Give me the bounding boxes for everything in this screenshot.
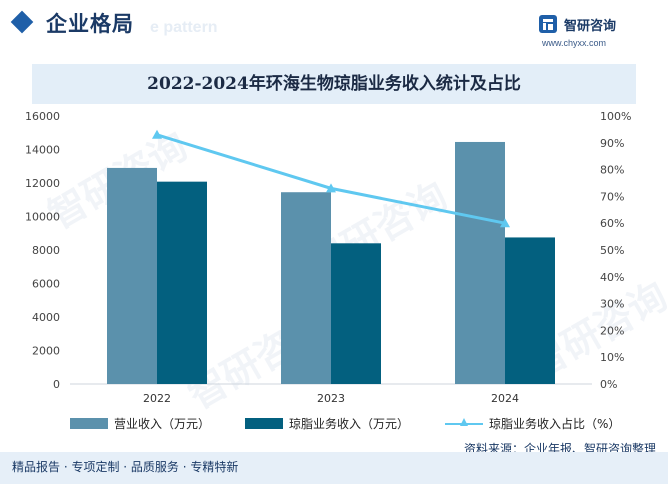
y-right-tick-label: 100% <box>600 110 631 123</box>
y-left-tick-label: 8000 <box>32 244 60 257</box>
legend-label-agar-revenue: 琼脂业务收入（万元） <box>289 417 410 431</box>
bar-agar-revenue <box>505 237 555 384</box>
line-point-agar-share <box>152 129 162 139</box>
section-header: 企业格局 e pattern 智研咨询 www.chyxx.com <box>0 0 668 52</box>
bar-revenue <box>281 192 331 384</box>
y-left-tick-label: 10000 <box>25 211 60 224</box>
y-right-tick-label: 60% <box>600 217 624 230</box>
y-left-tick-label: 2000 <box>32 345 60 358</box>
combo-chart: 0 2000 4000 6000 8000 10000 12000 14000 16000 0% 1… <box>25 110 631 405</box>
y-right-tick-label: 20% <box>600 324 624 337</box>
y-right-tick-label: 30% <box>600 298 624 311</box>
section-subtitle-ghost: e pattern <box>150 19 218 36</box>
x-tick-label: 2022 <box>143 392 171 405</box>
chart-title: 2022-2024年环海生物琼脂业务收入统计及占比 <box>147 74 521 94</box>
y-right-tick-label: 90% <box>600 137 624 150</box>
triangle-marker-icon <box>460 418 468 426</box>
footer-tagline: 精品报告 · 专项定制 · 品质服务 · 专精特新 <box>12 460 239 474</box>
y-left-tick-label: 6000 <box>32 278 60 291</box>
brand-url: www.chyxx.com <box>542 38 607 48</box>
bar-agar-revenue <box>157 181 207 384</box>
legend-swatch-revenue <box>70 418 108 429</box>
y-left-tick-label: 16000 <box>25 110 60 123</box>
x-tick-label: 2024 <box>491 392 519 405</box>
chart-title-band: 2022-2024年环海生物琼脂业务收入统计及占比 <box>32 64 636 104</box>
y-right-tick-label: 10% <box>600 351 624 364</box>
bar-revenue <box>455 141 505 384</box>
y-right-tick-label: 0% <box>600 378 617 391</box>
y-left-tick-label: 4000 <box>32 311 60 324</box>
y-right-tick-label: 80% <box>600 164 624 177</box>
bar-revenue <box>107 167 157 384</box>
y-left-tick-label: 14000 <box>25 144 60 157</box>
y-right-tick-label: 50% <box>600 244 624 257</box>
legend-label-revenue: 营业收入（万元） <box>114 417 211 431</box>
footer-bar: 精品报告 · 专项定制 · 品质服务 · 专精特新 <box>0 452 668 484</box>
chart-legend: 营业收入（万元） 琼脂业务收入（万元） 琼脂业务收入占比（%） <box>70 415 630 433</box>
line-point-agar-share <box>326 183 336 193</box>
line-point-agar-share <box>500 218 510 228</box>
zhiyan-logo-icon <box>539 15 557 33</box>
brand-block: 智研咨询 www.chyxx.com <box>538 14 648 52</box>
y-right-tick-label: 40% <box>600 271 624 284</box>
x-tick-label: 2023 <box>317 392 345 405</box>
y-left-tick-label: 12000 <box>25 177 60 190</box>
brand-name: 智研咨询 <box>564 19 617 34</box>
bar-agar-revenue <box>331 243 381 384</box>
legend-swatch-agar-revenue <box>245 418 283 429</box>
y-left-tick-label: 0 <box>53 378 60 391</box>
legend-label-agar-share: 琼脂业务收入占比（%） <box>489 417 621 431</box>
section-title: 企业格局 <box>46 12 134 36</box>
y-right-tick-label: 70% <box>600 190 624 203</box>
